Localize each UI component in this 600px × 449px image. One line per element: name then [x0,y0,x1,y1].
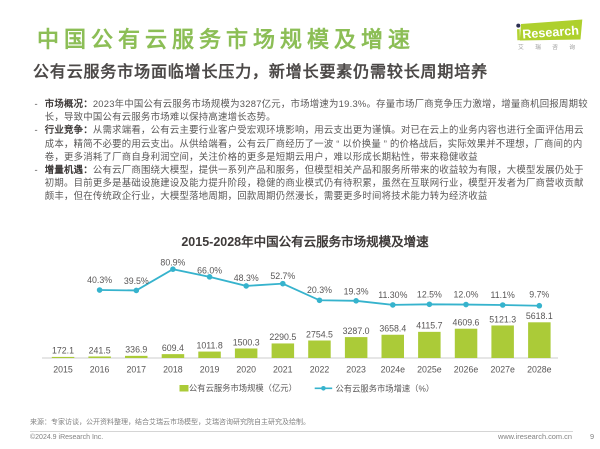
svg-text:艾瑞咨询: 艾瑞咨询 [518,43,575,51]
svg-text:2754.5: 2754.5 [306,329,333,339]
svg-text:66.0%: 66.0% [197,266,222,276]
svg-text:3287.0: 3287.0 [343,326,370,336]
svg-text:609.4: 609.4 [162,343,184,353]
svg-text:2290.5: 2290.5 [269,332,296,342]
svg-text:2024e: 2024e [381,365,406,375]
svg-text:3658.4: 3658.4 [379,324,406,334]
svg-text:4115.7: 4115.7 [416,321,442,331]
svg-text:1500.3: 1500.3 [233,337,260,347]
svg-text:40.3%: 40.3% [87,275,112,285]
svg-text:336.9: 336.9 [125,345,147,355]
svg-text:2028e: 2028e [527,365,552,375]
svg-text:2017: 2017 [127,365,147,375]
svg-text:172.1: 172.1 [52,346,74,356]
svg-text:2020: 2020 [236,365,256,375]
svg-text:2022: 2022 [310,365,330,375]
svg-text:80.9%: 80.9% [160,258,185,268]
svg-text:12.5%: 12.5% [417,290,442,300]
svg-text:Research: Research [522,24,580,42]
svg-text:5618.1: 5618.1 [526,311,553,321]
svg-text:2025e: 2025e [417,365,442,375]
svg-text:公有云服务市场规模（亿元）: 公有云服务市场规模（亿元） [189,383,297,393]
svg-text:2016: 2016 [90,365,110,375]
svg-text:2027e: 2027e [490,365,515,375]
svg-text:4609.6: 4609.6 [453,318,480,328]
svg-text:12.0%: 12.0% [454,290,479,300]
svg-text:1011.8: 1011.8 [196,340,222,350]
svg-text:2015: 2015 [53,365,73,375]
svg-text:2026e: 2026e [454,365,479,375]
svg-text:9.7%: 9.7% [529,290,549,300]
svg-text:2021: 2021 [273,365,293,375]
svg-text:19.3%: 19.3% [344,287,369,297]
svg-text:5121.3: 5121.3 [489,314,516,324]
svg-text:52.7%: 52.7% [270,271,295,281]
svg-text:2019: 2019 [200,365,220,375]
svg-text:11.1%: 11.1% [491,290,515,300]
svg-text:11.30%: 11.30% [378,290,407,300]
svg-text:公有云服务市场增速（%）: 公有云服务市场增速（%） [336,383,435,393]
svg-text:2023: 2023 [346,365,366,375]
svg-text:241.5: 241.5 [89,345,111,355]
svg-text:2018: 2018 [163,365,183,375]
svg-text:20.3%: 20.3% [307,285,332,295]
svg-text:48.3%: 48.3% [234,273,259,283]
svg-text:39.5%: 39.5% [124,276,149,286]
